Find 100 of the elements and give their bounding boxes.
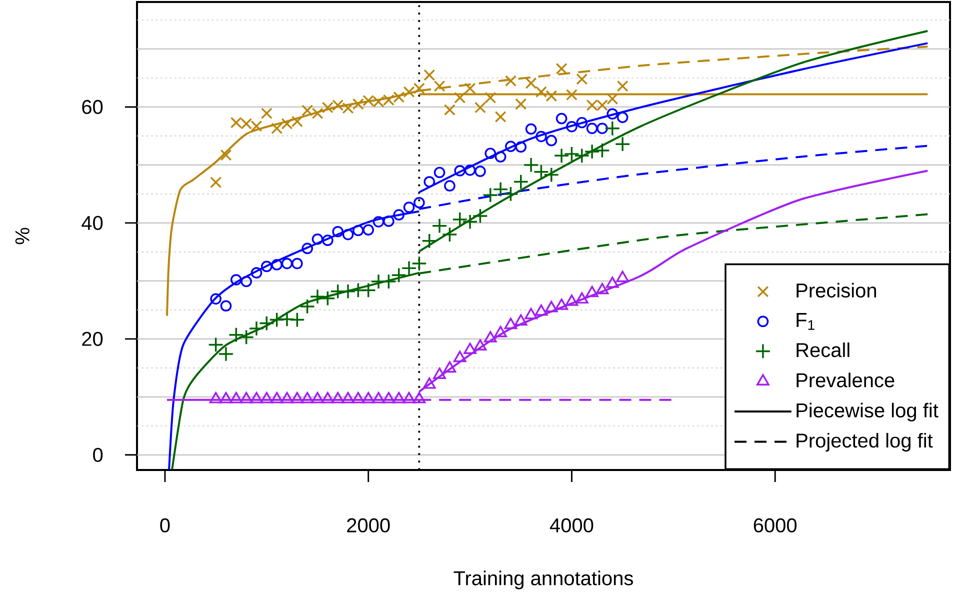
point [494,151,506,162]
point [596,122,608,134]
point [604,120,620,136]
legend-label: Projected log fit [796,432,933,452]
point [505,140,516,152]
point [302,242,314,254]
legend-label: Piecewise log fit [796,402,938,422]
point [271,122,283,134]
point [434,166,446,178]
point [258,315,274,332]
point [544,300,558,312]
point [464,164,476,176]
point [484,92,496,104]
point [269,312,285,328]
point [352,392,365,404]
point [502,186,519,202]
legend-label: F$_{1}$ [796,313,814,330]
point [414,196,425,208]
x-tick-label: 6000 [754,518,797,532]
point [546,134,558,146]
legend-label: Prevalence [796,372,894,388]
x-axis-title: Training annotations [454,570,633,590]
point [474,102,486,114]
point [380,274,396,290]
point [464,82,476,94]
point [312,234,324,245]
point [524,308,538,320]
point [342,392,354,404]
point [514,314,528,326]
point [484,148,496,160]
point [250,392,263,404]
y-axis-title: % [15,228,30,244]
point [536,130,547,142]
point [443,361,456,373]
point [452,212,468,228]
point [606,276,619,288]
point [444,104,456,116]
point [352,224,364,236]
point [290,392,304,404]
point [372,216,384,228]
point [464,342,476,354]
point [310,288,326,304]
point [372,392,385,404]
point [546,90,558,102]
point [494,326,507,338]
point [555,298,568,310]
point [230,274,242,286]
point [462,214,478,230]
point [616,270,629,282]
point [210,176,222,188]
point [566,121,578,132]
point [504,318,518,330]
point [482,187,498,203]
point [606,108,618,120]
point [422,377,436,389]
y-tick-label: 20 [82,332,103,346]
point [360,282,376,298]
point [291,258,303,270]
point [556,62,568,74]
point [556,112,568,124]
point [566,89,578,101]
point [422,233,438,249]
point [554,148,570,164]
point [586,122,598,134]
point [238,329,254,345]
point [383,216,394,227]
point [594,142,610,158]
point [248,320,264,336]
point [472,208,488,224]
point [474,166,486,178]
point [586,286,598,298]
point [494,111,506,123]
point [474,339,487,351]
point [433,368,446,379]
point [382,392,396,404]
legend-label: Precision [796,282,876,298]
point [331,392,344,404]
point [289,312,305,328]
point [220,300,232,312]
point [228,327,244,343]
point [484,331,497,342]
point [270,392,284,404]
point [564,146,580,162]
point [525,77,537,89]
point [230,392,243,404]
point [403,202,415,213]
point [279,311,295,328]
point [260,392,274,404]
point [575,292,588,304]
point [240,392,253,404]
point [444,180,456,192]
point [260,108,272,120]
x-tick-label: 2000 [347,518,390,532]
point [218,346,234,362]
point [515,141,527,153]
point [544,167,560,183]
point [260,260,272,272]
point [332,226,344,238]
point [362,224,374,236]
point [616,112,628,124]
